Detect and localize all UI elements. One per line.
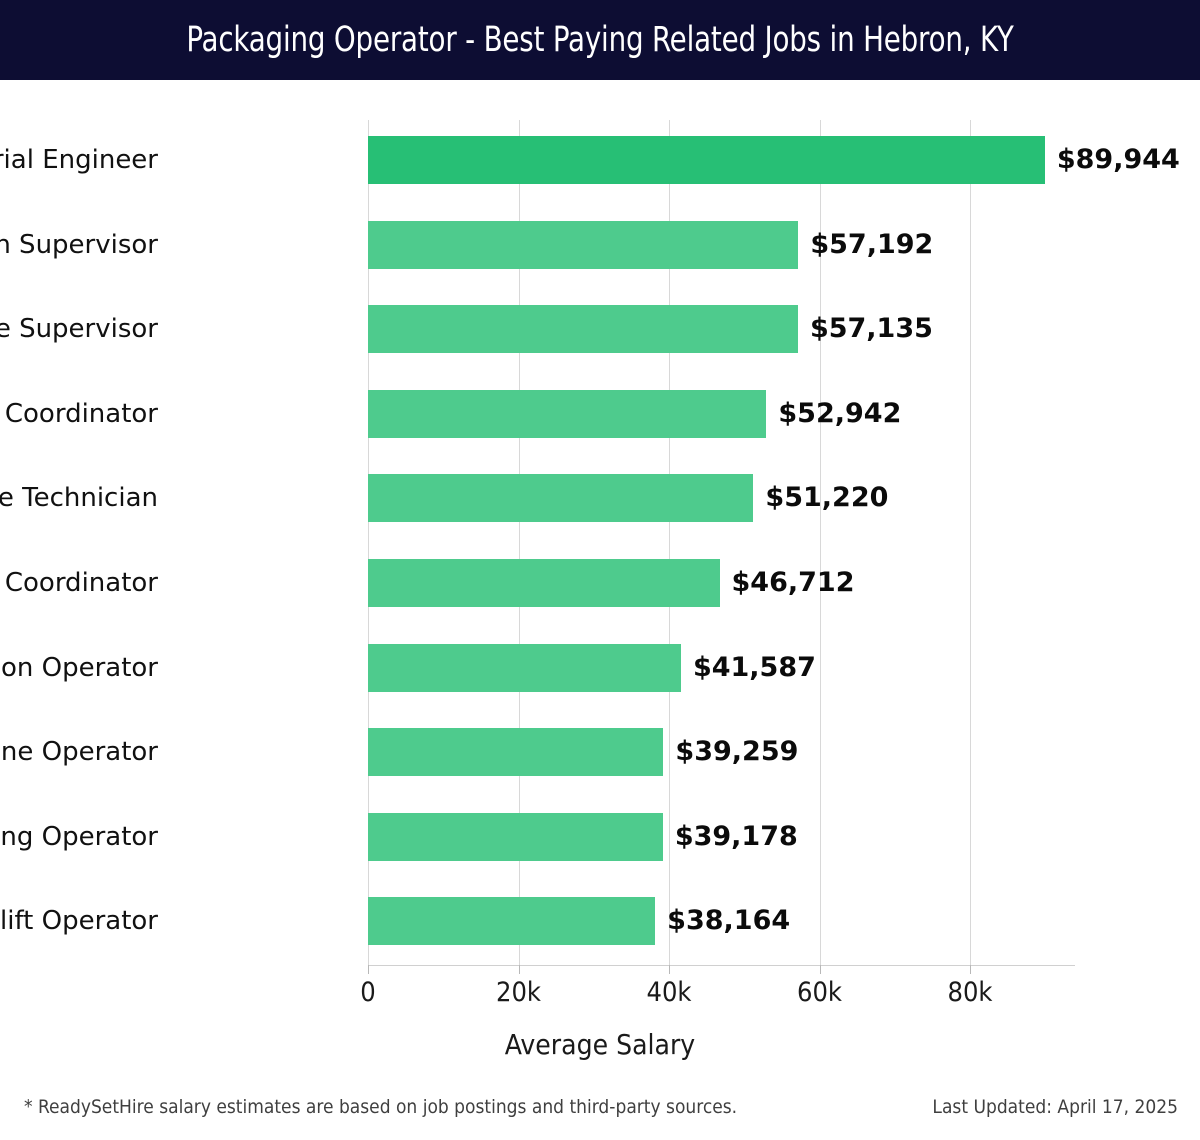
gridline xyxy=(518,120,520,965)
bar[interactable] xyxy=(368,897,656,946)
bar-value-label: $52,942 xyxy=(778,397,902,429)
bar[interactable] xyxy=(368,389,767,438)
bar-row[interactable]: Production Operator $41,587 xyxy=(0,643,1200,692)
category-label: Forklift Operator xyxy=(0,906,158,937)
bar[interactable] xyxy=(368,136,1045,184)
bar-row[interactable]: Production Supervisor $57,192 xyxy=(0,220,1200,269)
category-label: Warehouse Supervisor xyxy=(0,314,158,345)
plot-region: 0 20k 40k 60k 80k Industrial Engineer $89,944… xyxy=(0,80,1200,1080)
bar-value-label: $46,712 xyxy=(731,567,855,598)
gridline xyxy=(819,120,821,965)
x-tick-mark xyxy=(368,965,369,974)
bar-value-label: $39,259 xyxy=(675,736,799,768)
bar-row[interactable]: Machine Operator $39,259 xyxy=(0,728,1200,777)
page-title: Packaging Operator - Best Paying Related… xyxy=(186,20,1014,60)
plot-area xyxy=(368,120,1075,965)
gridline xyxy=(368,120,369,965)
gridline xyxy=(669,120,670,965)
x-tick-mark xyxy=(669,965,670,974)
bar-row[interactable]: Logistics Coordinator $46,712 xyxy=(0,559,1200,607)
bar-row[interactable]: Forklift Operator $38,164 xyxy=(0,897,1200,946)
bar-value-label: $89,944 xyxy=(1056,144,1180,175)
chart-header: Packaging Operator - Best Paying Related… xyxy=(0,0,1200,80)
bar[interactable] xyxy=(368,643,681,692)
x-tick-label: 60k xyxy=(797,977,842,1008)
x-tick-label: 80k xyxy=(947,977,993,1008)
bar-value-label: $57,135 xyxy=(809,313,933,345)
bar[interactable] xyxy=(368,812,663,861)
category-label: Manufacturing Operator xyxy=(0,821,158,852)
bar-value-label: $51,220 xyxy=(765,482,889,514)
x-tick-mark xyxy=(518,965,520,974)
bar-row[interactable]: Warehouse Supervisor $57,135 xyxy=(0,305,1200,354)
bar-row[interactable]: Manufacturing Operator $39,178 xyxy=(0,812,1200,861)
bar[interactable] xyxy=(368,474,754,523)
x-tick-mark xyxy=(970,965,971,974)
bar-value-label: $57,192 xyxy=(810,228,934,260)
bar[interactable] xyxy=(368,728,664,777)
bar[interactable] xyxy=(368,220,799,269)
bar[interactable] xyxy=(368,305,798,354)
bar[interactable] xyxy=(368,559,720,607)
category-label: Production Supervisor xyxy=(0,229,158,260)
category-label: Logistics Coordinator xyxy=(0,568,158,598)
bar-value-label: $39,178 xyxy=(674,820,798,852)
bar-value-label: $41,587 xyxy=(692,651,816,683)
bar-row[interactable]: Safety Coordinator $52,942 xyxy=(0,389,1200,438)
category-label: Safety Coordinator xyxy=(0,398,158,429)
category-label: Maintenance Technician xyxy=(0,483,158,514)
last-updated-text: Last Updated: April 17, 2025 xyxy=(932,1096,1178,1118)
bar-value-label: $38,164 xyxy=(667,905,791,937)
x-tick-label: 20k xyxy=(496,977,541,1008)
x-tick-label: 0 xyxy=(360,977,376,1008)
category-label: Machine Operator xyxy=(0,737,158,768)
x-axis-label: Average Salary xyxy=(504,1028,696,1061)
category-label: Production Operator xyxy=(0,652,158,683)
category-label: Industrial Engineer xyxy=(0,145,158,175)
bar-row[interactable]: Industrial Engineer $89,944 xyxy=(0,136,1200,184)
footnote-text: * ReadySetHire salary estimates are base… xyxy=(24,1096,738,1118)
gridline xyxy=(970,120,971,965)
chart-footer: * ReadySetHire salary estimates are base… xyxy=(0,1096,1200,1140)
x-tick-label: 40k xyxy=(646,977,692,1008)
x-tick-mark xyxy=(819,965,821,974)
x-axis-line xyxy=(368,965,1075,966)
bar-row[interactable]: Maintenance Technician $51,220 xyxy=(0,474,1200,523)
